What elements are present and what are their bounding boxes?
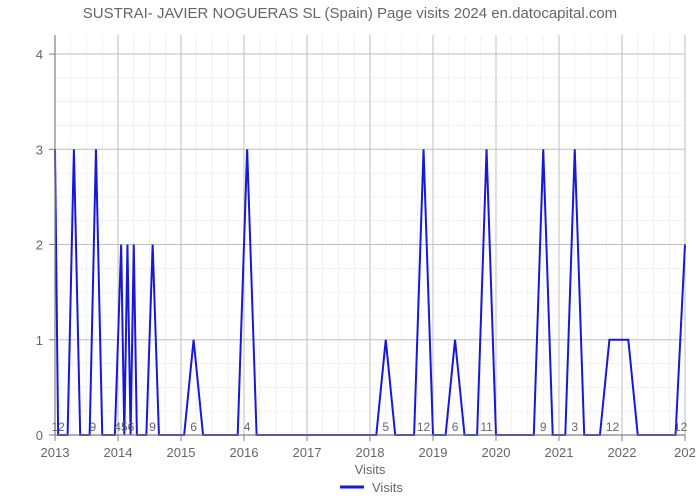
- chart-title: SUSTRAI- JAVIER NOGUERAS SL (Spain) Page…: [83, 5, 617, 22]
- dl-12d: 12: [674, 420, 688, 434]
- x-tick-label: 2019: [419, 445, 448, 460]
- y-tick-label: 2: [36, 238, 43, 253]
- dl-12c: 12: [606, 420, 620, 434]
- dl-11: 11: [480, 420, 493, 434]
- chart-svg: 2013201420152016201720182019202020212022…: [0, 0, 700, 500]
- x-axis-label: Visits: [355, 462, 386, 477]
- x-tick-label: 2018: [356, 445, 385, 460]
- x-tick-label: 2022: [608, 445, 637, 460]
- x-tick-label: 2014: [104, 445, 133, 460]
- dl-4: 4: [244, 420, 251, 434]
- y-tick-label: 4: [36, 47, 43, 62]
- x-tick-label: 2013: [41, 445, 70, 460]
- dl-5: 5: [382, 420, 389, 434]
- y-tick-label: 0: [36, 428, 43, 443]
- dl-3: 3: [571, 420, 578, 434]
- dl-9b: 9: [149, 420, 156, 434]
- x-tick-label: 2020: [482, 445, 511, 460]
- x-tick-label: 2016: [230, 445, 259, 460]
- x-tick-label: 2017: [293, 445, 322, 460]
- dl-12a: 12: [51, 420, 65, 434]
- x-tick-label: 2015: [167, 445, 196, 460]
- dl-9a: 9: [89, 420, 96, 434]
- y-tick-label: 3: [36, 142, 43, 157]
- dl-6a: 6: [190, 420, 197, 434]
- y-tick-label: 1: [36, 333, 43, 348]
- dl-12b: 12: [417, 420, 431, 434]
- dl-456: 456: [114, 420, 134, 434]
- x-tick-label: 202: [674, 445, 696, 460]
- visits-line-chart: 2013201420152016201720182019202020212022…: [0, 0, 700, 500]
- x-tick-label: 2021: [545, 445, 574, 460]
- legend-label: Visits: [372, 480, 403, 495]
- dl-6b: 6: [452, 420, 459, 434]
- dl-9c: 9: [540, 420, 547, 434]
